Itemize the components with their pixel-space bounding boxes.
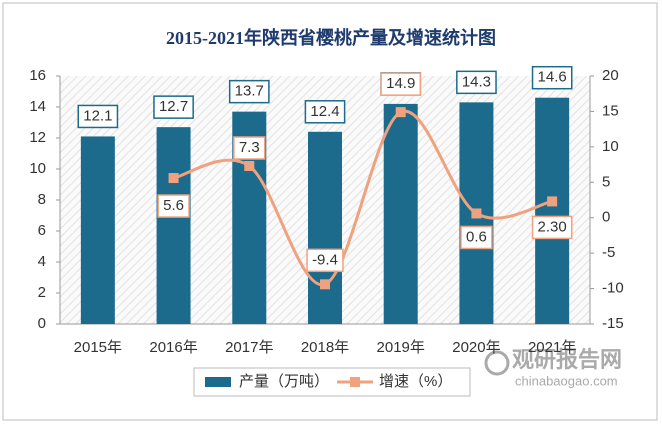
y2-tick-label: 10 [602, 138, 619, 155]
line-value-label-box [233, 136, 266, 160]
legend-label: 增速（%） [379, 373, 452, 390]
legend-label: 产量（万吨） [239, 373, 329, 390]
y-tick-label: 2 [38, 284, 46, 301]
y2-tick-label: -10 [602, 280, 624, 297]
x-tick-label: 2017年 [225, 339, 273, 356]
y-tick-label: 10 [29, 160, 46, 177]
legend-box [193, 367, 471, 397]
bar-value-label: 12.7 [159, 98, 188, 115]
bar-value-label-box [456, 70, 497, 95]
y-tick-label: 16 [29, 67, 46, 84]
legend-marker [350, 377, 360, 387]
line-value-label: 2.30 [538, 218, 567, 235]
line-marker [471, 208, 482, 219]
line-value-label: 14.9 [386, 75, 415, 92]
y-tick-label: 0 [38, 315, 46, 332]
chart-title: 2015-2021年陕西省樱桃产量及增速统计图 [166, 27, 496, 48]
line-value-label-box [157, 194, 190, 218]
line-marker [547, 196, 558, 207]
bar [383, 103, 418, 325]
bar [156, 127, 191, 325]
line-marker [320, 279, 330, 290]
line-value-label-box [531, 215, 573, 240]
y2-tick-label: 5 [602, 173, 610, 190]
x-tick-label: 2016年 [149, 339, 197, 356]
y-tick-label: 4 [38, 253, 46, 270]
bar-value-label-box [77, 104, 119, 129]
y2-tick-label: -15 [602, 315, 624, 332]
x-tick-label: 2019年 [377, 339, 425, 356]
line-value-label-box [380, 72, 422, 96]
bar [535, 97, 570, 324]
watermark-logo [484, 350, 510, 376]
bar-value-label: 13.7 [235, 83, 264, 100]
line-value-label: 0.6 [466, 228, 487, 245]
y-tick-label: 8 [38, 191, 46, 208]
bar-value-label-box [153, 95, 194, 119]
y-tick-label: 6 [38, 222, 46, 239]
bar-value-label-box [304, 100, 346, 124]
bar-value-label: 14.3 [462, 73, 491, 90]
bar-value-label: 12.4 [310, 103, 339, 120]
y-tick-label: 14 [29, 98, 46, 115]
x-tick-label: 2020年 [452, 339, 500, 356]
bar [80, 136, 115, 324]
line-marker [244, 160, 255, 171]
line-value-label-box [460, 225, 493, 250]
bar [308, 131, 342, 324]
y2-tick-label: -5 [602, 244, 615, 261]
watermark: 观研报告网 chinabaogao.com [484, 347, 622, 388]
line-value-label-box [306, 248, 344, 273]
x-tick-label: 2021年 [528, 339, 576, 356]
x-tick-label: 2015年 [74, 339, 122, 356]
line-marker [395, 107, 406, 118]
y2-tick-label: 20 [602, 67, 619, 84]
line-value-label: -9.4 [312, 251, 338, 268]
bar-value-label: 12.1 [83, 107, 112, 124]
watermark-url: chinabaogao.com [515, 373, 618, 388]
legend-swatch [205, 377, 231, 387]
y2-tick-label: 0 [602, 209, 610, 226]
bar-value-label: 14.6 [538, 69, 567, 86]
y-tick-label: 12 [29, 129, 46, 146]
line-value-label: 7.3 [239, 139, 260, 156]
line-value-label: 5.6 [163, 197, 184, 214]
bar-value-label-box [531, 65, 573, 90]
bar-value-label-box [228, 79, 270, 104]
y2-tick-label: 15 [602, 102, 619, 119]
x-tick-label: 2018年 [301, 339, 349, 356]
line-marker [168, 173, 179, 184]
watermark-name: 观研报告网 [512, 347, 622, 372]
